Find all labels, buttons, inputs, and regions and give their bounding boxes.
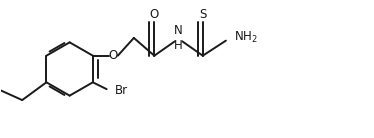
Text: S: S xyxy=(199,8,206,21)
Text: O: O xyxy=(150,8,159,21)
Text: Br: Br xyxy=(115,84,128,97)
Text: NH$_2$: NH$_2$ xyxy=(234,30,258,45)
Text: O: O xyxy=(109,49,118,62)
Text: N
H: N H xyxy=(174,24,183,52)
